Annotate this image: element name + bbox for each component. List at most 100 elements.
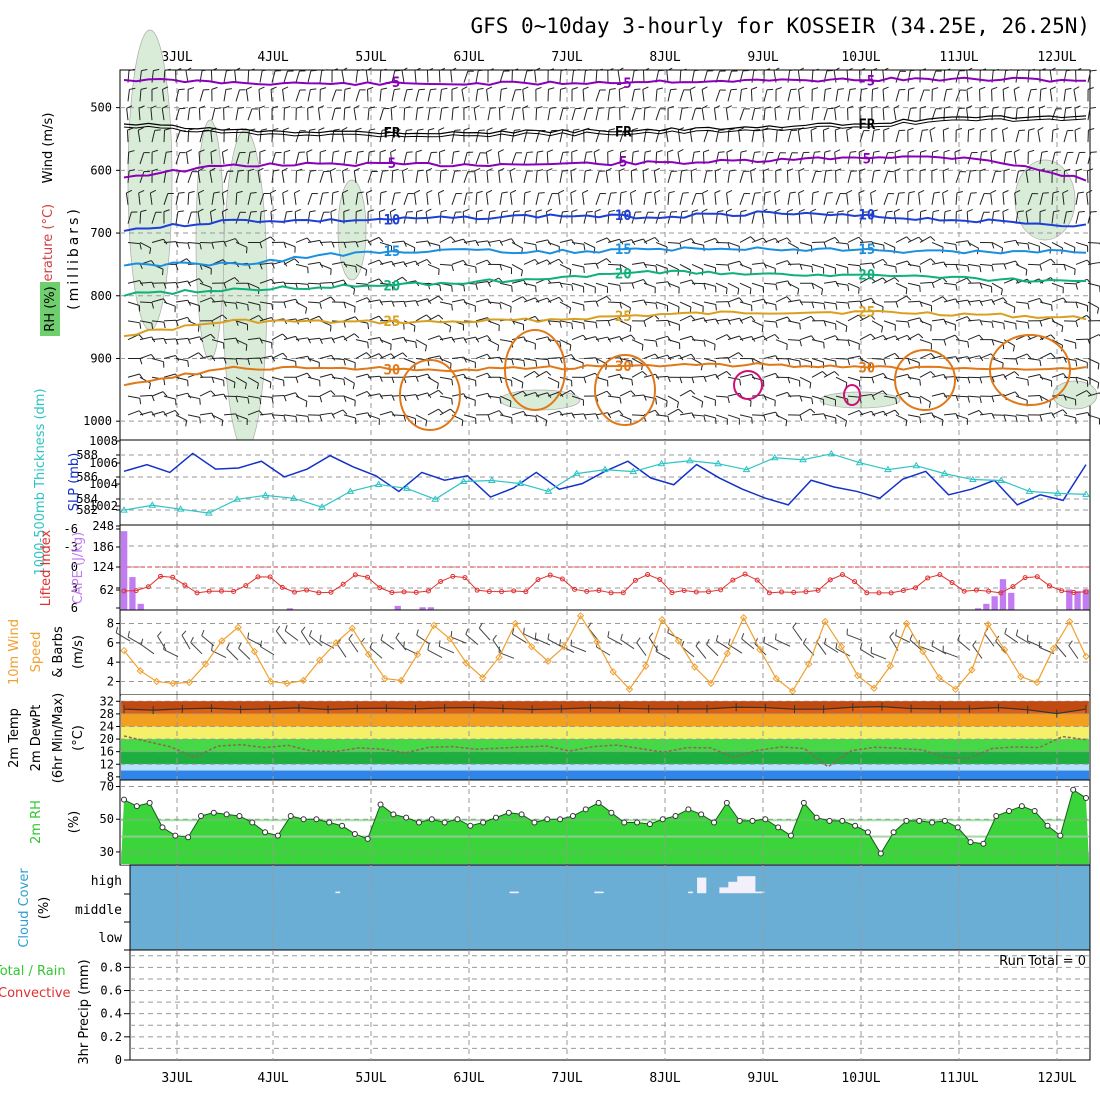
wind-barb [991, 242, 1003, 249]
wind10-marker [707, 679, 715, 688]
wind-barb [394, 88, 401, 91]
thickness-marker [487, 476, 496, 484]
wind-barb [570, 190, 577, 194]
wind-barb [547, 108, 551, 121]
wind-barb [883, 242, 896, 248]
wind10-marker [136, 667, 145, 675]
wind-barb [655, 335, 668, 341]
wind-barb [149, 247, 152, 254]
wind-barb [643, 301, 656, 304]
wind-barb [1063, 263, 1076, 270]
wind-barb [342, 189, 349, 194]
wind-barb [786, 296, 792, 302]
wind-barb [847, 340, 851, 347]
wind10-barb [380, 634, 384, 641]
cape-bar [137, 603, 144, 610]
wind10-marker [462, 659, 471, 667]
wind-barb [415, 240, 428, 243]
wind-barb [810, 408, 816, 414]
wind-barb [931, 241, 944, 248]
wind-barb [943, 89, 947, 102]
wind-barb [763, 262, 767, 269]
tick-label: 16 [100, 745, 114, 759]
wind-barb [835, 414, 847, 422]
wind-barb [1027, 416, 1030, 423]
wind-barb [835, 127, 842, 131]
wind-barb [319, 263, 332, 270]
wind-barb [187, 336, 200, 341]
wind-barb [379, 241, 392, 247]
rh2m-marker [698, 811, 705, 818]
wind-barb [295, 372, 308, 378]
wind-barb [223, 89, 227, 102]
wind-barb [234, 277, 240, 283]
wind-barb [739, 373, 752, 378]
wind-barb [570, 168, 577, 172]
lifted-marker [1022, 575, 1028, 581]
wind-barb [378, 278, 384, 284]
wind10-barb [715, 635, 719, 642]
wind-barb [798, 108, 801, 121]
tick-label: 1000 [83, 414, 112, 428]
cloud-bar [701, 877, 707, 894]
wind-barb [139, 243, 142, 250]
wind10-barb [774, 633, 777, 640]
rh2m-axis-label: 2m RH [29, 800, 44, 844]
wind10-marker [1049, 644, 1058, 653]
wind-barb [439, 149, 446, 153]
thickness-marker [997, 476, 1006, 484]
wind-barb [522, 108, 525, 121]
wind-barb [427, 67, 434, 72]
wind10-marker [152, 677, 161, 686]
wind-barb [701, 89, 705, 102]
cloud-unit-label: (%) [37, 897, 52, 920]
wind-barb [1015, 353, 1028, 359]
wind-barb [763, 282, 776, 285]
contour-line [123, 309, 1087, 338]
wind-barb [166, 150, 173, 153]
wind-barb [859, 393, 872, 397]
lifted-marker [900, 587, 906, 593]
wind-barb [751, 282, 764, 288]
wind10-marker [299, 676, 308, 685]
contour-label: 15 [615, 242, 632, 258]
wind-barb [138, 192, 141, 205]
wind-barb [607, 238, 620, 243]
wind-barb [933, 191, 941, 194]
wind-barb [427, 241, 440, 247]
wind-barb [175, 68, 182, 72]
tick-label: 582 [76, 503, 98, 517]
wind10-barb [201, 629, 205, 636]
thickness-marker [1053, 489, 1062, 496]
wind-barb [295, 89, 301, 102]
wind-barb [618, 410, 624, 416]
wind10-marker [919, 647, 927, 656]
wind-barb [668, 190, 675, 194]
wind-barb [258, 315, 264, 321]
wind-barb [379, 260, 392, 265]
wind-barb [498, 168, 505, 172]
wind-barb [368, 106, 375, 109]
wind-barb [979, 168, 986, 172]
wind-barb [955, 244, 958, 251]
wind-barb [1003, 357, 1017, 360]
cloud-bar [335, 891, 341, 894]
temp-band [121, 751, 1089, 765]
wind-barb [475, 317, 488, 322]
wind-barb [201, 69, 209, 72]
wind-barb [1087, 241, 1100, 244]
wind-barb [417, 106, 424, 109]
wind-barb [271, 105, 278, 109]
lifted-marker [827, 577, 833, 583]
wind-barb [463, 395, 476, 401]
rh2m-marker [941, 817, 948, 824]
precip-ticks: 0.80.60.40.20 [100, 960, 130, 1067]
wind-barb [955, 284, 958, 291]
wind-barb [715, 89, 721, 102]
wind-barb [919, 258, 931, 265]
lifted-marker [584, 588, 590, 594]
cloud-bar [509, 891, 515, 894]
wind-barb [211, 393, 224, 397]
wind-barb [570, 354, 576, 360]
